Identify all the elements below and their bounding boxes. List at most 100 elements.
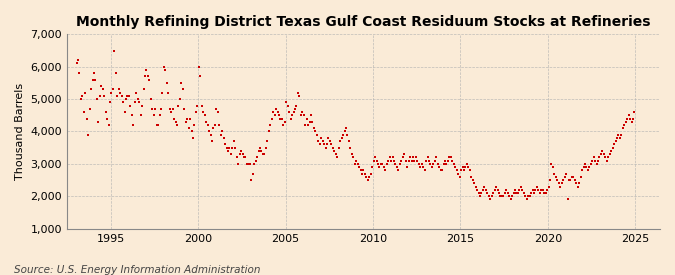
Point — [473, 191, 484, 195]
Point — [431, 155, 441, 160]
Point — [488, 191, 499, 195]
Point — [591, 162, 602, 166]
Point — [387, 155, 398, 160]
Point — [296, 113, 306, 117]
Point — [258, 152, 269, 156]
Point — [204, 129, 215, 134]
Point — [446, 155, 456, 160]
Point — [73, 58, 84, 62]
Point — [601, 158, 612, 163]
Point — [292, 90, 303, 95]
Point — [341, 126, 352, 130]
Point — [252, 155, 263, 160]
Point — [364, 175, 375, 179]
Point — [623, 113, 634, 117]
Point — [273, 113, 284, 117]
Point — [569, 178, 580, 182]
Point — [470, 184, 481, 189]
Point — [565, 178, 576, 182]
Point — [356, 171, 367, 176]
Point — [224, 145, 235, 150]
Point — [344, 139, 354, 143]
Point — [112, 94, 123, 98]
Point — [106, 90, 117, 95]
Point — [115, 90, 126, 95]
Point — [564, 178, 574, 182]
Point — [259, 152, 270, 156]
Point — [151, 123, 162, 127]
Point — [179, 107, 190, 111]
Point — [316, 136, 327, 140]
Point — [355, 168, 366, 172]
Point — [477, 188, 488, 192]
Point — [250, 158, 261, 163]
Point — [620, 120, 631, 124]
Point — [539, 191, 549, 195]
Point — [298, 113, 309, 117]
Point — [278, 123, 289, 127]
Point — [434, 165, 445, 169]
Point — [310, 129, 321, 134]
Point — [188, 136, 198, 140]
Point — [211, 107, 222, 111]
Point — [243, 162, 254, 166]
Point — [100, 110, 111, 114]
Point — [218, 136, 229, 140]
Point — [215, 133, 226, 137]
Point — [597, 149, 608, 153]
Point — [398, 155, 408, 160]
Point — [626, 120, 637, 124]
Point — [371, 158, 382, 163]
Point — [379, 165, 389, 169]
Point — [76, 97, 86, 101]
Point — [202, 123, 213, 127]
Point — [95, 94, 105, 98]
Point — [261, 145, 271, 150]
Point — [263, 129, 274, 134]
Point — [286, 116, 296, 121]
Point — [213, 110, 223, 114]
Point — [339, 129, 350, 134]
Point — [71, 61, 82, 66]
Point — [87, 78, 98, 82]
Point — [348, 155, 358, 160]
Point — [604, 152, 615, 156]
Point — [360, 171, 371, 176]
Point — [516, 184, 526, 189]
Point — [78, 110, 89, 114]
Point — [554, 181, 564, 186]
Point — [189, 123, 200, 127]
Point — [266, 116, 277, 121]
Point — [438, 162, 449, 166]
Point — [414, 162, 425, 166]
Point — [146, 107, 157, 111]
Point — [408, 155, 418, 160]
Point — [160, 68, 171, 72]
Point — [254, 145, 265, 150]
Point — [603, 155, 614, 160]
Point — [117, 100, 128, 104]
Point — [507, 194, 518, 199]
Point — [272, 110, 283, 114]
Point — [190, 110, 201, 114]
Point — [161, 81, 172, 85]
Point — [330, 152, 341, 156]
Point — [221, 145, 232, 150]
Point — [594, 155, 605, 160]
Point — [600, 155, 611, 160]
Point — [288, 110, 299, 114]
Point — [535, 191, 545, 195]
Point — [346, 152, 357, 156]
Point — [527, 188, 538, 192]
Point — [559, 175, 570, 179]
Point — [521, 197, 532, 202]
Point — [625, 116, 636, 121]
Point — [125, 103, 136, 108]
Point — [575, 175, 586, 179]
Point — [537, 188, 548, 192]
Point — [479, 184, 490, 189]
Point — [279, 120, 290, 124]
Point — [481, 188, 491, 192]
Point — [102, 116, 113, 121]
Point — [501, 188, 512, 192]
